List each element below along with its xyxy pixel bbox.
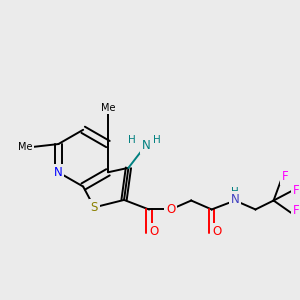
- Text: N: N: [54, 166, 63, 179]
- Text: F: F: [292, 204, 299, 218]
- Text: F: F: [282, 170, 289, 183]
- Text: H: H: [128, 136, 136, 146]
- Text: S: S: [91, 201, 98, 214]
- Text: H: H: [153, 136, 160, 146]
- Text: O: O: [166, 203, 176, 216]
- Text: Me: Me: [101, 103, 115, 113]
- Text: Me: Me: [17, 142, 32, 152]
- Text: O: O: [149, 225, 159, 238]
- Text: H: H: [231, 187, 239, 196]
- Text: N: N: [142, 139, 150, 152]
- Text: O: O: [212, 225, 221, 238]
- Text: N: N: [231, 193, 239, 206]
- Text: F: F: [292, 184, 299, 196]
